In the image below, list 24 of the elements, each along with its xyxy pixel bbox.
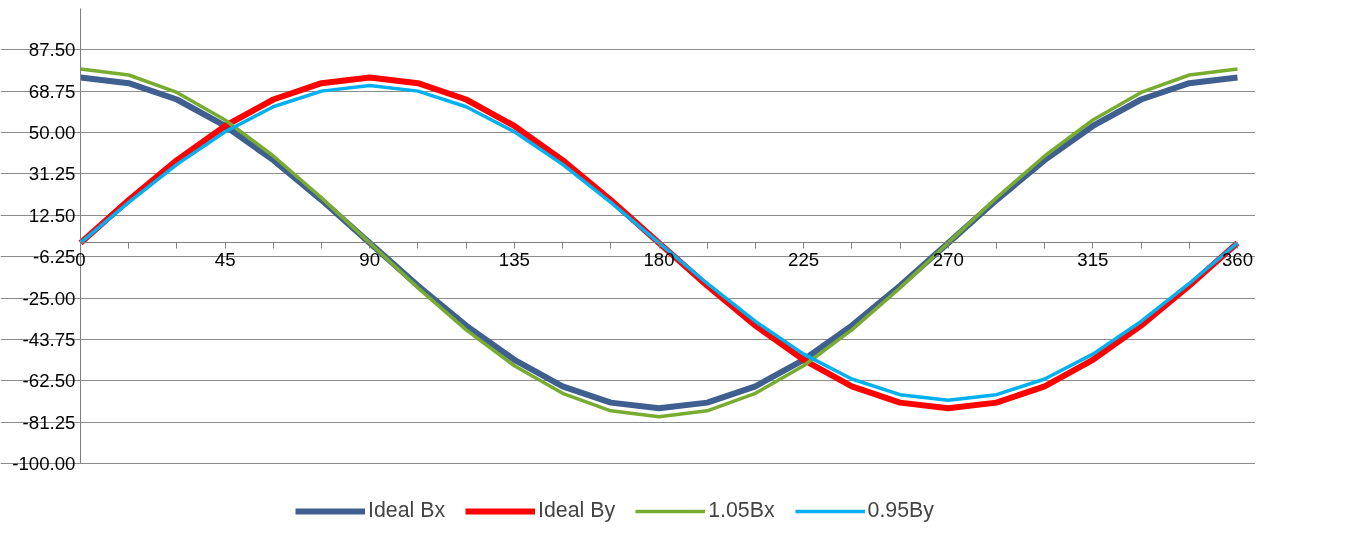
y-tick-label: -6.25 bbox=[32, 246, 76, 268]
y-tick-label: -25.00 bbox=[22, 287, 76, 309]
x-tick-label: 360 bbox=[1221, 248, 1254, 270]
y-tick-label: 31.25 bbox=[28, 163, 76, 185]
y-tick-label: -43.75 bbox=[22, 328, 76, 350]
y-tick-label: 50.00 bbox=[28, 122, 76, 144]
x-tick-label: 135 bbox=[498, 248, 530, 270]
x-tick-label: 90 bbox=[359, 248, 381, 270]
x-tick-label: 315 bbox=[1077, 248, 1109, 270]
legend-label: Ideal By bbox=[538, 498, 616, 523]
x-tick-label: 225 bbox=[788, 248, 820, 270]
y-tick-label: 12.50 bbox=[28, 204, 76, 226]
legend-label: Ideal Bx bbox=[368, 498, 446, 523]
y-tick-label: 68.75 bbox=[28, 80, 76, 102]
x-tick-label: 45 bbox=[214, 248, 236, 270]
y-tick-label: -62.50 bbox=[22, 370, 76, 392]
legend-label: 1.05Bx bbox=[708, 498, 775, 523]
y-tick-label: 87.50 bbox=[28, 39, 76, 61]
x-tick-label: 0 bbox=[75, 248, 86, 270]
y-tick-label: -81.25 bbox=[22, 411, 76, 433]
x-tick-label: 180 bbox=[643, 248, 675, 270]
y-tick-label: -100.00 bbox=[12, 453, 76, 474]
x-tick-label: 270 bbox=[932, 248, 964, 270]
legend-label: 0.95By bbox=[867, 498, 934, 523]
